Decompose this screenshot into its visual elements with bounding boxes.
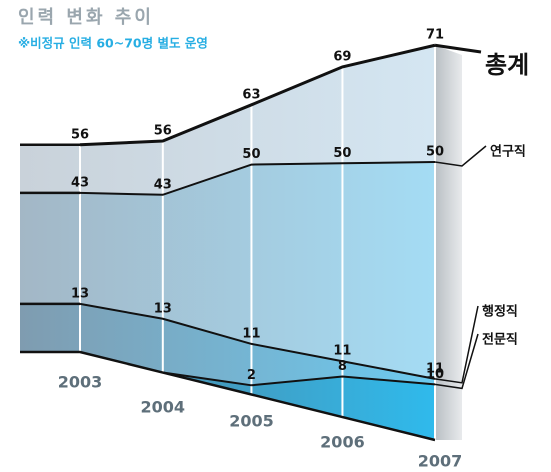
value-label: 63 <box>242 87 260 102</box>
leader <box>434 305 479 384</box>
line-stub <box>162 371 252 387</box>
value-label: 43 <box>71 175 89 190</box>
baseline <box>20 350 436 442</box>
series-line <box>251 375 436 387</box>
value-label: 56 <box>154 124 172 139</box>
plot: 총계 56 56 63 69 71 연구직 43 43 50 50 50 행정직 13 13 11 11 11 전문… <box>20 28 529 471</box>
value-label: 11 <box>426 361 444 376</box>
series-label: 총계 <box>485 51 529 79</box>
series-label: 전문직 <box>482 332 518 348</box>
band <box>20 352 435 440</box>
x-tick-label: 2005 <box>229 412 274 431</box>
band <box>20 45 435 195</box>
value-label: 56 <box>71 127 89 142</box>
value-label: 13 <box>154 301 172 316</box>
series-line <box>79 302 436 380</box>
value-label: 71 <box>426 28 444 43</box>
leader <box>434 43 482 54</box>
series-label: 연구직 <box>490 144 526 160</box>
value-label: 10 <box>426 367 444 382</box>
side-face <box>435 45 462 441</box>
chart-title: 인력 변화 추이 <box>18 7 154 28</box>
leader <box>434 145 487 167</box>
value-label: 69 <box>333 49 351 64</box>
value-label: 43 <box>154 177 172 192</box>
value-label: 50 <box>333 146 351 161</box>
x-tick-label: 2007 <box>418 452 463 471</box>
value-label: 2 <box>247 368 256 383</box>
value-label: 11 <box>333 344 351 359</box>
value-label: 8 <box>338 359 347 374</box>
chart-subtitle: ※비정규 인력 60~70명 별도 운영 <box>18 36 208 51</box>
value-label: 50 <box>426 145 444 160</box>
band <box>20 303 435 386</box>
series-line <box>79 43 436 147</box>
x-tick-label: 2003 <box>58 373 103 392</box>
band <box>20 162 435 379</box>
x-tick-label: 2006 <box>320 433 365 452</box>
value-label: 50 <box>242 147 260 162</box>
leader <box>434 333 479 390</box>
value-label: 13 <box>71 286 89 301</box>
x-tick-label: 2004 <box>141 398 186 417</box>
value-label: 11 <box>242 326 260 341</box>
series-label: 행정직 <box>482 304 518 320</box>
series-line <box>79 161 436 196</box>
